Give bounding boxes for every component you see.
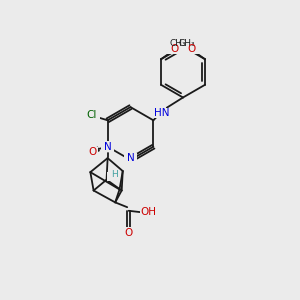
Text: N: N xyxy=(104,142,112,152)
Bar xyxy=(106,172,117,181)
Bar xyxy=(163,44,186,54)
Bar xyxy=(153,108,170,118)
Bar xyxy=(124,153,137,164)
Text: HN: HN xyxy=(154,108,169,118)
Text: O: O xyxy=(124,228,133,238)
Bar xyxy=(140,207,157,218)
Bar xyxy=(101,141,114,152)
Text: CH₃: CH₃ xyxy=(170,39,186,48)
Bar xyxy=(83,110,100,120)
Text: O: O xyxy=(88,147,96,157)
Text: CH₃: CH₃ xyxy=(179,39,195,48)
Bar xyxy=(180,44,203,54)
Text: H: H xyxy=(111,170,117,179)
Text: O: O xyxy=(170,44,178,54)
Bar xyxy=(123,227,134,238)
Text: Cl: Cl xyxy=(86,110,96,120)
Bar xyxy=(86,147,98,158)
Text: N: N xyxy=(127,153,134,164)
Text: O: O xyxy=(188,44,196,54)
Text: OH: OH xyxy=(141,207,157,217)
